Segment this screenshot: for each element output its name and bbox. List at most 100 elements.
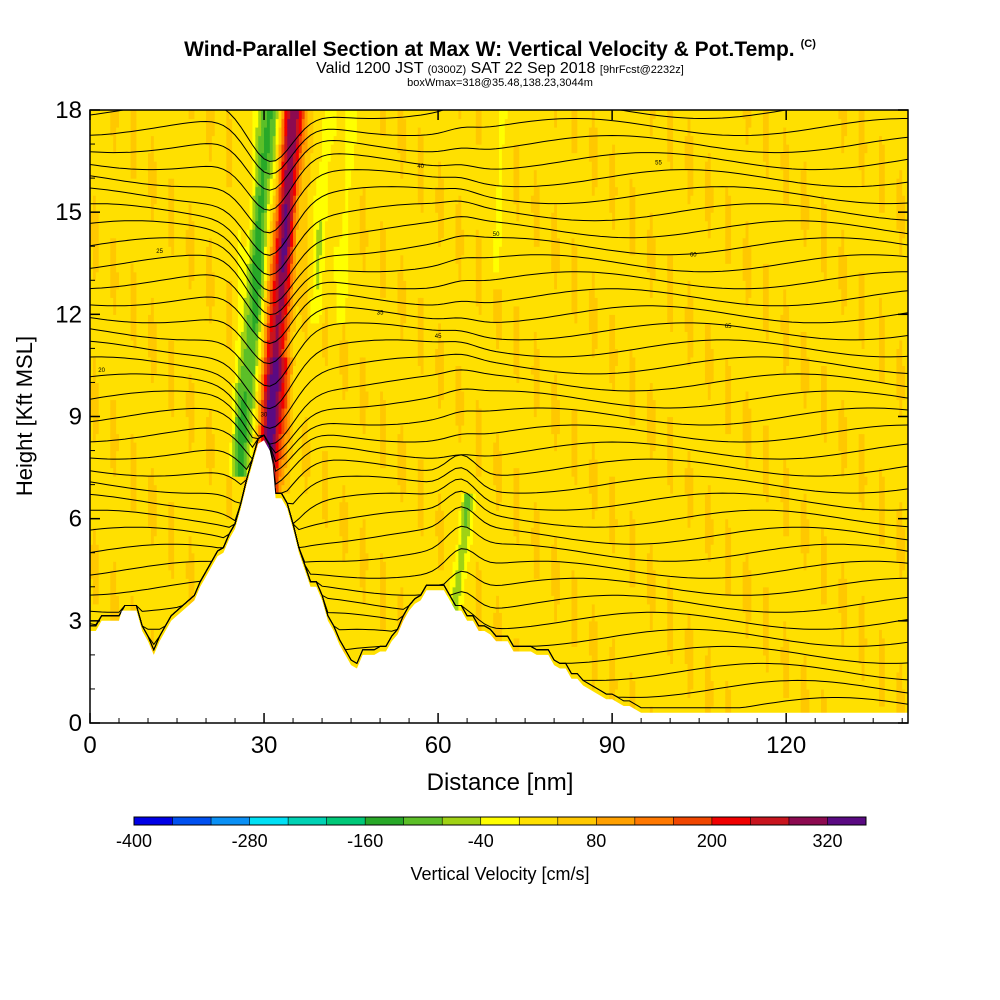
velocity-cell — [194, 161, 198, 171]
velocity-cell — [179, 399, 184, 409]
velocity-cell — [188, 229, 193, 239]
velocity-cell — [174, 220, 178, 230]
velocity-cell — [182, 178, 187, 188]
velocity-cell — [194, 416, 198, 426]
velocity-cell — [153, 416, 158, 426]
velocity-cell — [156, 433, 161, 443]
velocity-cell — [90, 280, 94, 290]
velocity-cell — [121, 569, 126, 579]
velocity-cell — [113, 331, 117, 341]
chart-subtitle: Valid 1200 JST (0300Z) SAT 22 Sep 2018 [… — [0, 60, 1000, 78]
velocity-cell — [208, 356, 213, 367]
velocity-cell — [208, 416, 213, 426]
velocity-cell — [113, 425, 117, 435]
velocity-cell — [182, 552, 187, 562]
velocity-cell — [200, 246, 204, 256]
velocity-cell — [182, 127, 187, 137]
velocity-cell — [171, 407, 175, 418]
velocity-cell — [156, 595, 161, 605]
velocity-cell — [104, 339, 108, 349]
velocity-cell — [197, 373, 201, 384]
velocity-cell — [142, 118, 146, 128]
velocity-cell — [95, 348, 100, 358]
velocity-cell — [200, 561, 204, 571]
velocity-cell — [119, 476, 123, 486]
velocity-cell — [90, 237, 94, 247]
velocity-cell — [95, 552, 100, 562]
velocity-cell — [182, 322, 187, 332]
velocity-cell — [130, 314, 135, 324]
velocity-cell — [95, 518, 100, 528]
velocity-cell — [168, 110, 172, 120]
velocity-cell — [145, 467, 149, 477]
velocity-cell — [162, 118, 167, 128]
velocity-cell — [194, 254, 198, 264]
velocity-cell — [179, 322, 184, 332]
velocity-cell — [194, 450, 198, 460]
velocity-cell — [174, 527, 178, 537]
velocity-cell — [142, 212, 146, 222]
velocity-cell — [148, 382, 152, 392]
velocity-cell — [194, 118, 198, 128]
velocity-cell — [92, 144, 97, 154]
velocity-cell — [98, 220, 103, 230]
velocity-cell — [159, 263, 164, 273]
velocity-cell — [116, 305, 120, 315]
velocity-cell — [185, 501, 190, 511]
velocity-cell — [104, 246, 108, 256]
velocity-cell — [119, 263, 123, 273]
velocity-cell — [171, 161, 175, 171]
velocity-cell — [156, 237, 161, 247]
velocity-cell — [206, 246, 210, 256]
velocity-cell — [153, 612, 158, 622]
velocity-cell — [104, 433, 108, 443]
velocity-cell — [153, 578, 158, 588]
velocity-cell — [203, 501, 207, 511]
velocity-cell — [92, 169, 97, 179]
velocity-cell — [116, 527, 120, 537]
velocity-cell — [116, 178, 120, 188]
velocity-cell — [101, 169, 106, 179]
velocity-cell — [124, 118, 129, 128]
velocity-cell — [174, 561, 178, 571]
velocity-cell — [200, 407, 204, 418]
velocity-cell — [206, 271, 210, 281]
velocity-cell — [194, 339, 198, 349]
velocity-cell — [191, 331, 196, 341]
velocity-cell — [148, 476, 152, 486]
velocity-cell — [119, 203, 123, 213]
velocity-cell — [162, 484, 167, 494]
velocity-cell — [148, 288, 152, 298]
velocity-cell — [110, 561, 114, 571]
velocity-cell — [136, 586, 140, 596]
velocity-cell — [185, 246, 190, 256]
velocity-cell — [119, 280, 123, 290]
velocity-cell — [206, 382, 210, 392]
velocity-cell — [148, 595, 152, 605]
velocity-cell — [188, 135, 193, 145]
velocity-cell — [92, 118, 97, 128]
velocity-cell — [145, 118, 149, 128]
velocity-cell — [90, 382, 94, 392]
velocity-cell — [156, 629, 161, 639]
velocity-cell — [159, 237, 164, 247]
velocity-cell — [107, 237, 111, 247]
velocity-cell — [153, 501, 158, 511]
velocity-cell — [133, 603, 138, 613]
velocity-cell — [156, 229, 161, 239]
velocity-cell — [139, 459, 143, 469]
velocity-cell — [101, 135, 106, 145]
velocity-cell — [197, 263, 201, 273]
velocity-cell — [208, 544, 213, 554]
velocity-cell — [98, 331, 103, 341]
velocity-cell — [159, 407, 164, 418]
velocity-cell — [145, 425, 149, 435]
velocity-cell — [119, 416, 123, 426]
velocity-cell — [208, 501, 213, 511]
velocity-cell — [95, 510, 100, 520]
velocity-cell — [182, 569, 187, 579]
velocity-cell — [121, 425, 126, 435]
velocity-cell — [211, 263, 216, 273]
velocity-cell — [139, 382, 143, 392]
velocity-cell — [107, 305, 111, 315]
